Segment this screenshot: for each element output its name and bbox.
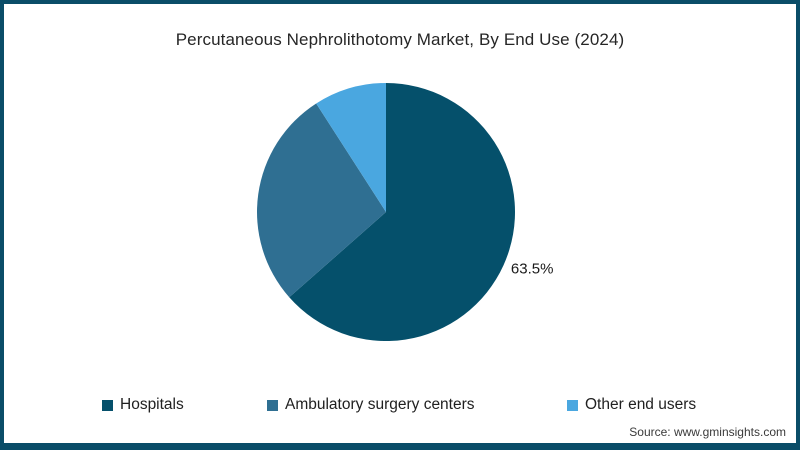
pie-slice-ambulatory-surgery-centers bbox=[257, 103, 386, 298]
legend-label-ambulatory-surgery-centers: Ambulatory surgery centers bbox=[285, 396, 475, 413]
legend-swatch-hospitals bbox=[102, 399, 113, 411]
chart-title: Percutaneous Nephrolithotomy Market, By … bbox=[175, 30, 625, 49]
pie-slice-hospitals bbox=[289, 83, 516, 341]
pie-chart: 63.5% bbox=[257, 83, 553, 341]
legend-swatch-other-end-users bbox=[567, 399, 578, 411]
legend-item-ambulatory-surgery-centers: Ambulatory surgery centers bbox=[267, 396, 475, 414]
legend-item-other-end-users: Other end users bbox=[567, 396, 696, 414]
pie-slice-other-end-users bbox=[316, 83, 386, 212]
pie-data-label: 63.5% bbox=[511, 260, 554, 277]
source-text: Source: www.gminsights.com bbox=[629, 425, 786, 439]
legend-item-hospitals: Hospitals bbox=[102, 396, 184, 414]
legend-swatch-ambulatory-surgery-centers bbox=[267, 399, 278, 411]
legend-label-other-end-users: Other end users bbox=[585, 396, 697, 413]
legend-label-hospitals: Hospitals bbox=[120, 396, 184, 413]
